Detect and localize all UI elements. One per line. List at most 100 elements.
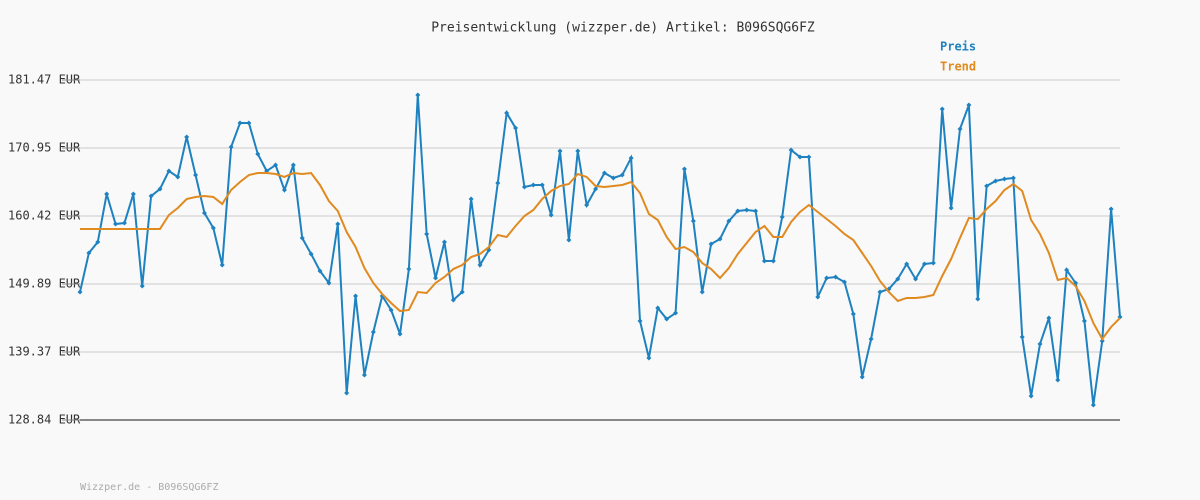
point-marker — [255, 151, 261, 157]
point-marker — [175, 174, 181, 180]
point-marker — [966, 102, 972, 108]
footer: Wizzper.de - B096SQG6FZ — [80, 482, 218, 493]
point-marker — [459, 289, 465, 295]
point-marker — [699, 289, 705, 295]
point-marker — [637, 318, 643, 324]
point-marker — [939, 106, 945, 112]
point-marker — [735, 208, 741, 214]
point-marker — [726, 218, 732, 224]
point-marker — [841, 279, 847, 285]
point-marker — [868, 336, 874, 342]
point-marker — [335, 221, 341, 227]
point-marker — [948, 205, 954, 211]
point-marker — [646, 355, 652, 361]
point-marker — [655, 305, 661, 311]
point-marker — [1010, 175, 1016, 181]
point-marker — [1064, 267, 1070, 273]
point-marker — [130, 191, 136, 197]
point-marker — [370, 329, 376, 335]
point-marker — [86, 250, 92, 256]
point-marker — [433, 275, 439, 281]
point-marker — [815, 294, 821, 300]
point-marker — [290, 162, 296, 168]
point-marker — [859, 374, 865, 380]
point-marker — [850, 311, 856, 317]
series-line — [79, 94, 1121, 406]
point-marker — [344, 390, 350, 396]
point-marker — [77, 289, 83, 295]
point-marker — [281, 187, 287, 193]
point-marker — [415, 92, 421, 98]
point-marker — [779, 214, 785, 220]
point-marker — [201, 210, 207, 216]
point-marker — [237, 120, 243, 126]
point-marker — [1090, 402, 1096, 408]
point-marker — [673, 310, 679, 316]
point-marker — [121, 220, 127, 226]
point-marker — [753, 208, 759, 214]
point-marker — [708, 241, 714, 247]
point-marker — [957, 126, 963, 132]
point-marker — [877, 289, 883, 295]
point-marker — [1001, 176, 1007, 182]
point-marker — [601, 170, 607, 176]
point-marker — [468, 196, 474, 202]
point-marker — [921, 261, 927, 267]
point-marker — [495, 180, 501, 186]
point-marker — [317, 268, 323, 274]
point-marker — [246, 120, 252, 126]
point-marker — [1055, 377, 1061, 383]
point-marker — [610, 175, 616, 181]
point-marker — [530, 182, 536, 188]
point-marker — [157, 186, 163, 192]
point-marker — [441, 239, 447, 245]
point-marker — [210, 225, 216, 231]
y-tick-label: 139.37 EUR — [8, 344, 81, 358]
point-marker — [406, 266, 412, 272]
point-marker — [148, 193, 154, 199]
point-marker — [575, 148, 581, 154]
point-marker — [1108, 206, 1114, 212]
point-marker — [504, 110, 510, 116]
point-marker — [228, 144, 234, 150]
point-marker — [744, 207, 750, 213]
point-marker — [166, 168, 172, 174]
point-marker — [566, 237, 572, 243]
point-marker — [806, 154, 812, 160]
point-marker — [1037, 341, 1043, 347]
y-tick-label: 149.89 EUR — [8, 277, 81, 291]
point-marker — [797, 154, 803, 160]
point-marker — [788, 147, 794, 153]
point-marker — [353, 293, 359, 299]
y-tick-label: 170.95 EUR — [8, 140, 81, 154]
point-marker — [95, 239, 101, 245]
point-marker — [833, 274, 839, 280]
point-marker — [513, 125, 519, 131]
point-marker — [593, 186, 599, 192]
point-marker — [299, 235, 305, 241]
point-marker — [388, 307, 394, 313]
point-marker — [584, 202, 590, 208]
point-marker — [717, 236, 723, 242]
point-marker — [273, 162, 279, 168]
point-marker — [628, 155, 634, 161]
point-marker — [1081, 318, 1087, 324]
point-marker — [681, 166, 687, 172]
point-marker — [361, 372, 367, 378]
point-marker — [450, 297, 456, 303]
point-marker — [557, 148, 563, 154]
point-marker — [219, 262, 225, 268]
point-marker — [975, 296, 981, 302]
point-marker — [548, 212, 554, 218]
point-marker — [1046, 315, 1052, 321]
point-marker — [930, 260, 936, 266]
chart-title: Preisentwicklung (wizzper.de) Artikel: B… — [431, 21, 815, 36]
point-marker — [521, 184, 527, 190]
point-marker — [824, 275, 830, 281]
point-marker — [664, 316, 670, 322]
point-marker — [1028, 393, 1034, 399]
point-marker — [139, 283, 145, 289]
